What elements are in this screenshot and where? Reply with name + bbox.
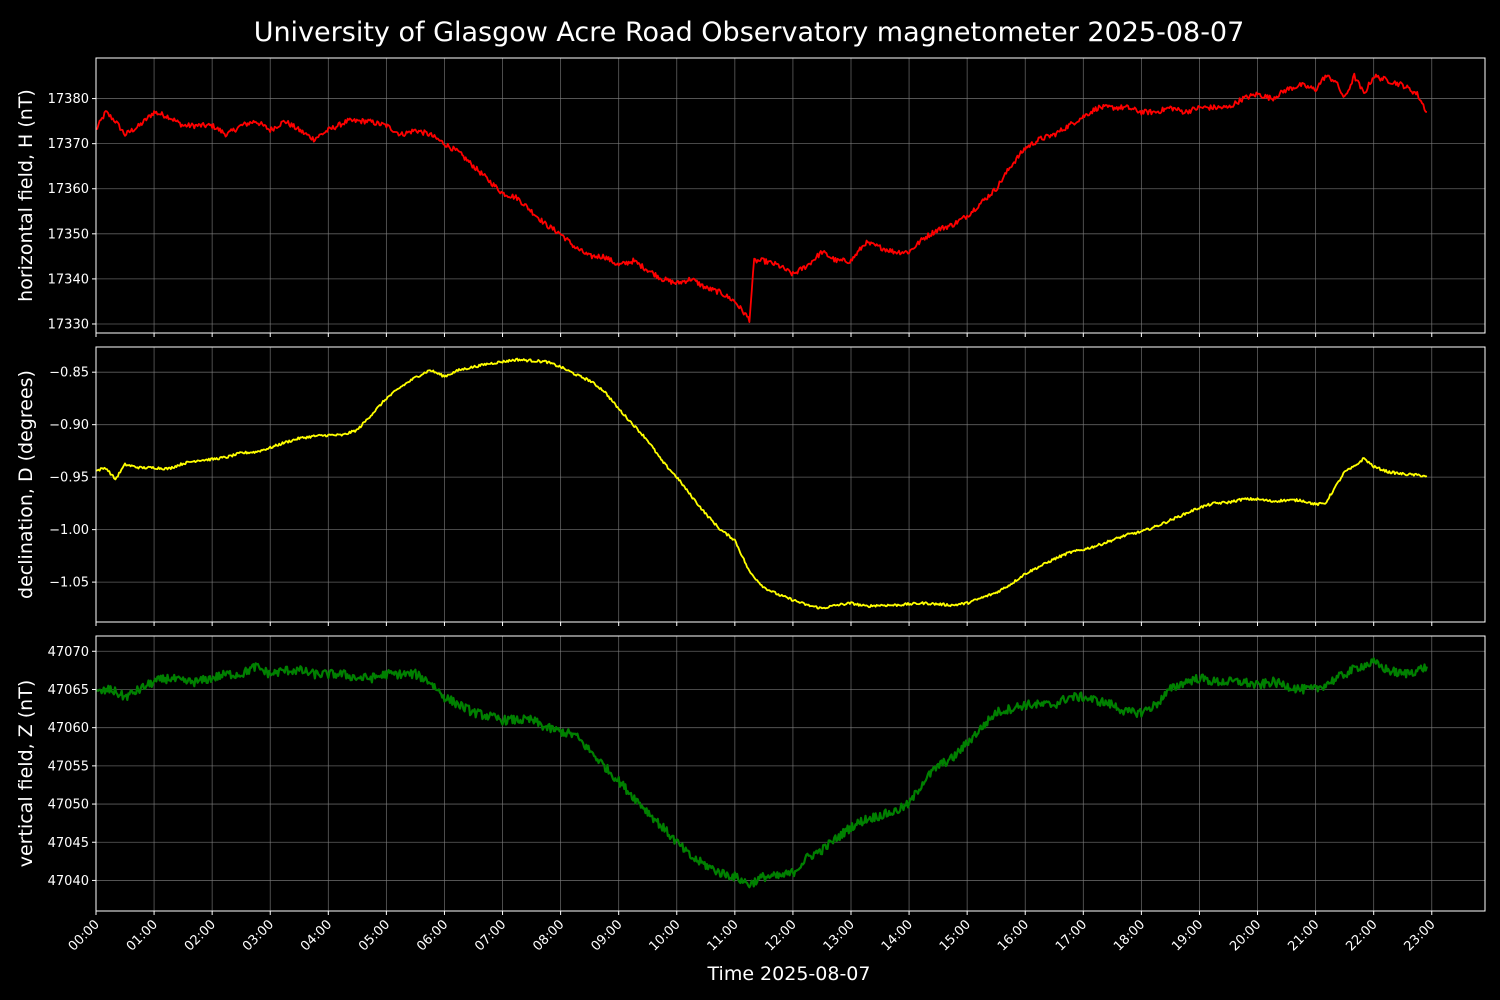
y-axis-label: declination, D (degrees) bbox=[15, 370, 37, 599]
series-line-z bbox=[95, 657, 1428, 889]
x-tick-label: 05:00 bbox=[356, 917, 393, 954]
y-tick-label: 47065 bbox=[48, 683, 89, 698]
series-line-d bbox=[95, 357, 1428, 610]
x-tick-label: 02:00 bbox=[182, 917, 219, 954]
y-tick-label: −1.05 bbox=[49, 576, 89, 591]
x-tick-label: 01:00 bbox=[124, 917, 161, 954]
y-tick-label: 47055 bbox=[48, 759, 89, 774]
y-tick-label: 17330 bbox=[48, 317, 89, 332]
chart-title: University of Glasgow Acre Road Observat… bbox=[254, 17, 1245, 48]
axes-frame bbox=[95, 346, 1486, 623]
y-tick-label: 47050 bbox=[48, 798, 89, 813]
x-tick-label: 10:00 bbox=[646, 917, 683, 954]
x-tick-label: 22:00 bbox=[1343, 917, 1380, 954]
y-tick-label: 17380 bbox=[48, 92, 89, 107]
horizontal-field-panel: 17330 17340 17350 17360 17370 17380 horizontal… bbox=[15, 57, 1486, 337]
x-tick-label: 03:00 bbox=[240, 917, 277, 954]
y-tick-label: −0.85 bbox=[49, 366, 89, 381]
vertical-field-panel: 47040 47045 47050 47055 47060 47065 47070 verti… bbox=[15, 635, 1486, 954]
x-axis-label: Time 2025-08-07 bbox=[707, 963, 871, 985]
y-tick-label: −0.90 bbox=[49, 418, 89, 433]
x-tick-label: 21:00 bbox=[1285, 917, 1322, 954]
y-tick-label: 17360 bbox=[48, 182, 89, 197]
x-tick-label: 04:00 bbox=[298, 917, 335, 954]
y-tick-label: 47040 bbox=[48, 874, 89, 889]
y-tick-label: 47060 bbox=[48, 721, 89, 736]
declination-panel: −1.05 −1.00 −0.95 −0.90 −0.85 declination, D … bbox=[15, 346, 1486, 626]
x-tick-label: 16:00 bbox=[995, 917, 1032, 954]
y-axis-label: horizontal field, H (nT) bbox=[15, 89, 37, 302]
y-tick-label: 17370 bbox=[48, 137, 89, 152]
series-line-h bbox=[95, 72, 1428, 324]
x-tick-label: 09:00 bbox=[588, 917, 625, 954]
x-tick-label: 13:00 bbox=[821, 917, 858, 954]
x-tick-label: 12:00 bbox=[763, 917, 800, 954]
x-tick-label: 23:00 bbox=[1401, 917, 1438, 954]
y-tick-label: 47045 bbox=[48, 836, 89, 851]
x-tick-label: 08:00 bbox=[530, 917, 567, 954]
x-tick-label: 19:00 bbox=[1169, 917, 1206, 954]
y-tick-label: 17340 bbox=[48, 272, 89, 287]
x-tick-label: 15:00 bbox=[937, 917, 974, 954]
x-tick-label: 06:00 bbox=[414, 917, 451, 954]
x-tick-label: 17:00 bbox=[1053, 917, 1090, 954]
x-tick-label: 00:00 bbox=[66, 917, 103, 954]
x-tick-label: 11:00 bbox=[705, 917, 742, 954]
y-tick-label: −1.00 bbox=[49, 523, 89, 538]
y-axis-label: vertical field, Z (nT) bbox=[15, 680, 37, 868]
axes-frame bbox=[95, 635, 1486, 912]
x-tick-label: 20:00 bbox=[1227, 917, 1264, 954]
x-tick-label: 07:00 bbox=[472, 917, 509, 954]
y-tick-label: 47070 bbox=[48, 645, 89, 660]
x-tick-label: 14:00 bbox=[879, 917, 916, 954]
x-tick-label: 18:00 bbox=[1111, 917, 1148, 954]
y-tick-label: −0.95 bbox=[49, 471, 89, 486]
y-tick-label: 17350 bbox=[48, 227, 89, 242]
axes-frame bbox=[95, 57, 1486, 334]
